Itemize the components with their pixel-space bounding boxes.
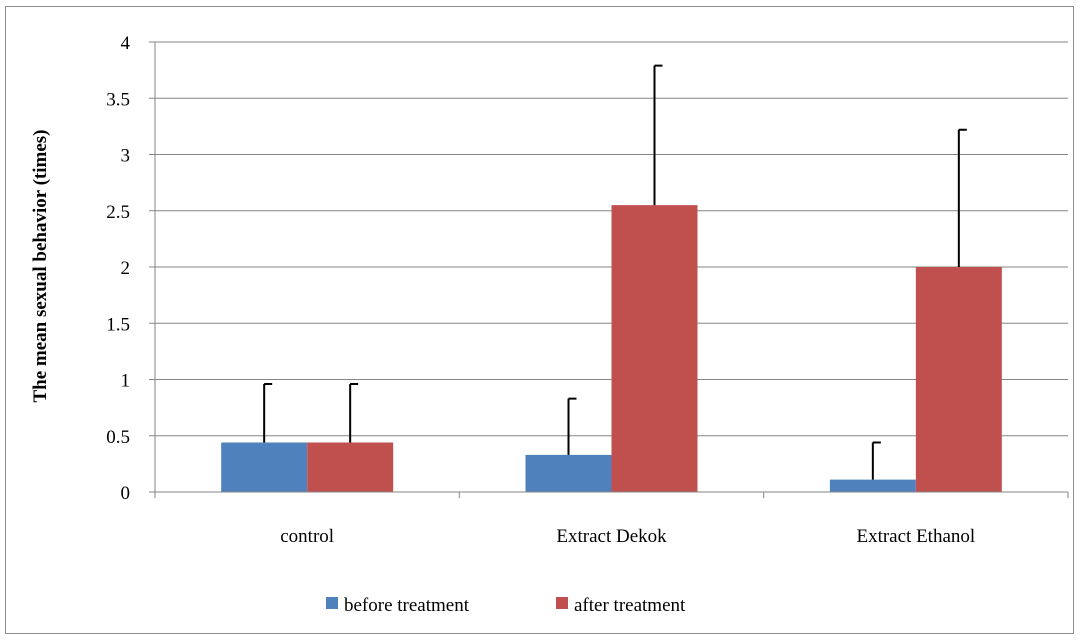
error-bars [263,64,967,480]
y-tick-label: 2.5 [106,202,130,223]
y-tick-label: 0.5 [106,427,130,448]
chart-area [5,6,1074,634]
legend-label: before treatment [344,595,470,616]
bar [221,442,308,492]
x-category-labels: control Extract Dekok Extract Ethanol [280,526,975,547]
legend-swatch [326,597,338,609]
y-tick-label: 4 [121,33,131,54]
x-category-label: Extract Dekok [556,526,667,547]
y-axis-label: The mean sexual behavior (times) [30,129,51,402]
x-category-label: control [280,526,334,547]
y-tick-label: 0 [121,483,131,504]
bar [525,454,612,492]
bar [611,205,698,492]
bars [221,205,1002,492]
bar [829,479,916,492]
bar [307,442,394,492]
y-tick-label: 3.5 [106,89,130,110]
y-tick-label: 1.5 [106,314,130,335]
y-tick-labels: 0 0.5 1 1.5 2 2.5 3 3.5 4 [106,33,130,504]
legend: before treatment after treatment [326,595,686,616]
legend-swatch [556,597,568,609]
bar [915,267,1002,492]
y-tick-label: 2 [121,258,131,279]
y-tick-label: 1 [121,371,131,392]
axes [154,42,1069,498]
x-category-label: Extract Ethanol [856,526,975,547]
y-tick-label: 3 [121,146,131,167]
legend-label: after treatment [574,595,686,616]
